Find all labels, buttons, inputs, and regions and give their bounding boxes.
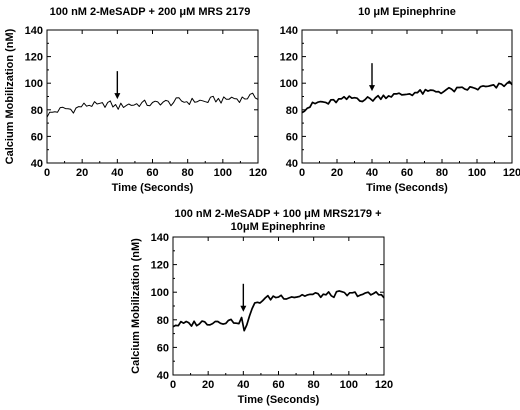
y-tick-label: 140 bbox=[280, 25, 298, 37]
x-tick-label: 40 bbox=[366, 167, 378, 179]
y-tick-label: 80 bbox=[157, 315, 169, 327]
x-tick-label: 100 bbox=[468, 167, 486, 179]
x-tick-label: 60 bbox=[272, 379, 284, 391]
x-tick-label: 80 bbox=[308, 379, 320, 391]
y-tick-label: 120 bbox=[25, 52, 43, 64]
x-tick-label: 0 bbox=[44, 167, 50, 179]
chart-panel-3: 100 nM 2-MeSADP + 100 μM MRS2179 +10μM E… bbox=[130, 208, 393, 406]
y-tick-label: 60 bbox=[31, 131, 43, 143]
y-tick-label: 120 bbox=[280, 52, 298, 64]
series-line bbox=[301, 80, 513, 114]
y-axis-label: Calcium Mobilization (nM) bbox=[130, 238, 142, 374]
x-tick-label: 40 bbox=[111, 167, 123, 179]
x-tick-label: 80 bbox=[182, 167, 194, 179]
x-tick-label: 20 bbox=[202, 379, 214, 391]
plot-frame bbox=[301, 29, 513, 164]
series-line bbox=[172, 290, 385, 332]
y-tick-label: 40 bbox=[286, 158, 298, 170]
x-axis-label: Time (Seconds) bbox=[366, 182, 448, 194]
y-tick-label: 80 bbox=[286, 105, 298, 117]
x-tick-label: 60 bbox=[146, 167, 158, 179]
y-tick-label: 100 bbox=[151, 287, 169, 299]
x-tick-label: 40 bbox=[237, 379, 249, 391]
y-tick-label: 140 bbox=[25, 25, 43, 37]
chart-panel-1: 100 nM 2-MeSADP + 200 μM MRS 2179 0 20 40 60… bbox=[4, 6, 267, 194]
chart-title: 10 μM Epinephrine bbox=[358, 6, 456, 18]
chart-title-line-2: 10μM Epinephrine bbox=[231, 221, 326, 233]
x-tick-label: 60 bbox=[401, 167, 413, 179]
x-tick-label: 120 bbox=[249, 167, 267, 179]
x-axis-label: Time (Seconds) bbox=[112, 182, 194, 194]
x-tick-label: 120 bbox=[503, 167, 520, 179]
y-tick-label: 40 bbox=[31, 158, 43, 170]
arrow-head bbox=[114, 93, 121, 100]
arrow-head bbox=[240, 305, 247, 312]
x-tick-label: 120 bbox=[375, 379, 393, 391]
x-axis-label: Time (Seconds) bbox=[238, 394, 320, 406]
y-tick-label: 80 bbox=[31, 105, 43, 117]
y-axis-label: Calcium Mobilization (nM) bbox=[4, 28, 16, 164]
x-tick-label: 20 bbox=[76, 167, 88, 179]
y-tick-label: 40 bbox=[157, 370, 169, 382]
x-tick-label: 0 bbox=[299, 167, 305, 179]
x-tick-label: 80 bbox=[436, 167, 448, 179]
y-tick-label: 100 bbox=[25, 78, 43, 90]
plot-frame bbox=[46, 29, 259, 164]
y-tick-label: 60 bbox=[286, 131, 298, 143]
chart-title-line-1: 100 nM 2-MeSADP + 100 μM MRS2179 + bbox=[174, 208, 381, 220]
plot-frame bbox=[172, 236, 385, 376]
y-tick-label: 100 bbox=[280, 78, 298, 90]
chart-panel-2: 10 μM Epinephrine 0 20 40 60 80 100 120 40 60 80 10… bbox=[280, 6, 520, 194]
x-tick-label: 20 bbox=[331, 167, 343, 179]
y-tick-label: 60 bbox=[157, 342, 169, 354]
arrow-head bbox=[369, 85, 375, 92]
x-tick-label: 100 bbox=[214, 167, 232, 179]
chart-title: 100 nM 2-MeSADP + 200 μM MRS 2179 bbox=[50, 6, 251, 18]
x-tick-label: 100 bbox=[340, 379, 358, 391]
y-tick-label: 120 bbox=[151, 260, 169, 272]
series-line bbox=[46, 92, 259, 118]
y-tick-label: 140 bbox=[151, 232, 169, 244]
x-tick-label: 0 bbox=[170, 379, 176, 391]
